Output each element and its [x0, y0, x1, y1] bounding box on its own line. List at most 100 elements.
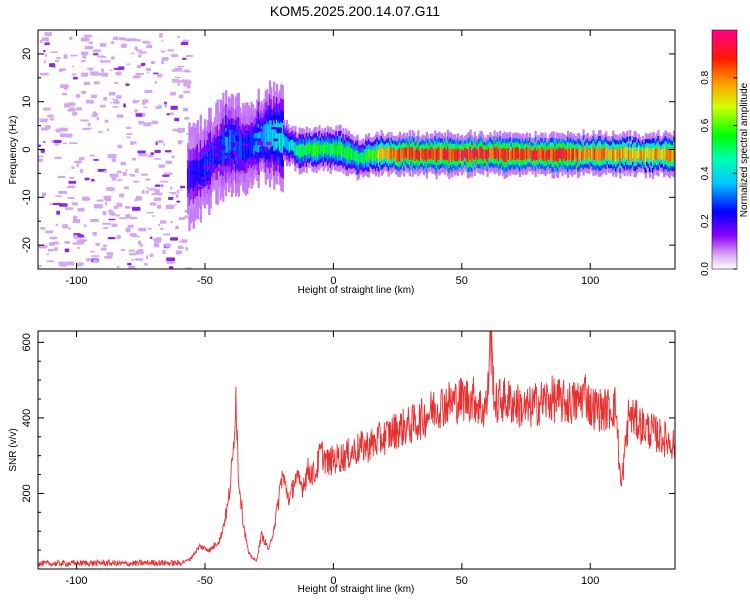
spectrogram-cell [275, 119, 279, 149]
noise-speckle [114, 99, 119, 103]
spectrogram-blob [216, 136, 222, 139]
spectrogram-cell [503, 148, 506, 163]
spectrogram-cell [388, 149, 392, 160]
spectrogram-cell [295, 145, 298, 156]
noise-speckle [165, 160, 172, 165]
noise-speckle [166, 257, 176, 262]
noise-speckle [138, 153, 148, 157]
noise-speckle [157, 223, 161, 226]
noise-speckle [160, 184, 163, 188]
spectrogram-cell [453, 148, 457, 161]
noise-speckle [54, 60, 60, 63]
spectrogram-cell [516, 146, 519, 159]
noise-speckle [182, 40, 189, 42]
noise-speckle [139, 243, 143, 247]
spectrogram-blob [260, 146, 264, 152]
noise-speckle [102, 244, 107, 248]
spectrogram-blob [259, 152, 264, 159]
noise-speckle [72, 219, 81, 224]
x-tick-label: -100 [66, 575, 88, 587]
spectrogram-cell [485, 149, 488, 160]
spectrogram-cell [307, 144, 310, 155]
noise-speckle [146, 211, 154, 214]
spectrogram-cell [551, 147, 554, 162]
spectrogram-cell [352, 148, 355, 160]
y-tick-label: -20 [21, 237, 33, 253]
spectrogram-cell [366, 150, 369, 163]
spectrogram-cell [583, 149, 587, 160]
noise-speckle [113, 36, 119, 41]
spectrogram-cell [273, 120, 276, 152]
spectrogram-cell [437, 147, 440, 160]
spectrogram-cell [620, 148, 623, 159]
spectrogram-cell [242, 134, 245, 160]
chart-title: KOM5.2025.200.14.07.G11 [270, 3, 440, 19]
noise-speckle [55, 223, 59, 227]
spectrogram-cell [521, 148, 524, 161]
noise-speckle [183, 82, 191, 87]
noise-speckle [79, 239, 88, 242]
noise-speckle [43, 60, 46, 64]
spectrogram-blob [200, 181, 206, 187]
spectrogram-cell [401, 147, 404, 158]
spectrogram-cell [380, 146, 383, 160]
spectrogram-cell [668, 148, 671, 162]
noise-speckle [99, 43, 107, 47]
spectrogram-cell [593, 148, 597, 160]
snr-y-label: SNR (v/v) [8, 428, 19, 471]
noise-speckle [43, 107, 51, 111]
spectrogram-cell [343, 147, 346, 159]
noise-speckle [145, 255, 149, 260]
noise-speckle [134, 108, 138, 113]
spectrogram-cell [483, 149, 486, 159]
spectrogram-cell [653, 147, 656, 161]
noise-speckle [181, 57, 187, 60]
spectrogram-cell [486, 149, 489, 162]
noise-speckle [125, 214, 131, 219]
spectrogram-cell [315, 143, 318, 157]
colorbar-tick-label: 0.4 [700, 166, 711, 180]
spectrogram-cell [356, 150, 359, 165]
spectrogram-cell [305, 143, 308, 157]
spectrogram-cell [431, 147, 434, 160]
spectrogram-cell [428, 150, 431, 160]
noise-speckle [146, 186, 149, 189]
noise-speckle [62, 224, 69, 229]
noise-speckle [157, 73, 163, 78]
noise-speckle [116, 95, 122, 99]
noise-speckle [44, 53, 48, 57]
noise-speckle [54, 143, 60, 146]
spectrogram-cell [209, 143, 212, 173]
noise-speckle [80, 119, 90, 122]
noise-speckle [132, 100, 138, 104]
noise-speckle [104, 201, 108, 206]
spectrogram-cell [578, 148, 581, 162]
spectrogram-cell [270, 120, 273, 147]
noise-speckle [63, 86, 68, 90]
noise-speckle [102, 222, 112, 225]
spectrogram-cell [260, 125, 263, 147]
spectrogram-cell [434, 146, 437, 160]
noise-speckle [90, 71, 99, 76]
colorbar-gradient [712, 30, 737, 269]
colorbar-ticks: 0.0 0.2 0.4 0.6 0.8 [700, 70, 737, 276]
spectrogram-cell [605, 146, 608, 160]
noise-speckle [174, 204, 177, 206]
spectrogram-cell [487, 148, 491, 159]
noise-speckle [149, 202, 157, 206]
spectrogram-cell [405, 146, 409, 159]
spectrogram-cell [357, 153, 361, 165]
colorbar-label: Normalized spectral amplitude [739, 82, 750, 217]
spectrogram-cell [538, 148, 541, 159]
noise-speckle [69, 36, 73, 40]
noise-speckle [71, 202, 79, 206]
spectrogram-cell [203, 150, 207, 177]
spectrogram-cell [629, 146, 632, 160]
spectrogram-cell [376, 146, 379, 159]
noise-speckle [151, 120, 159, 125]
spectrogram-cell [617, 148, 621, 159]
spectrogram-cell [612, 146, 615, 161]
spectrogram-cell [575, 148, 578, 159]
